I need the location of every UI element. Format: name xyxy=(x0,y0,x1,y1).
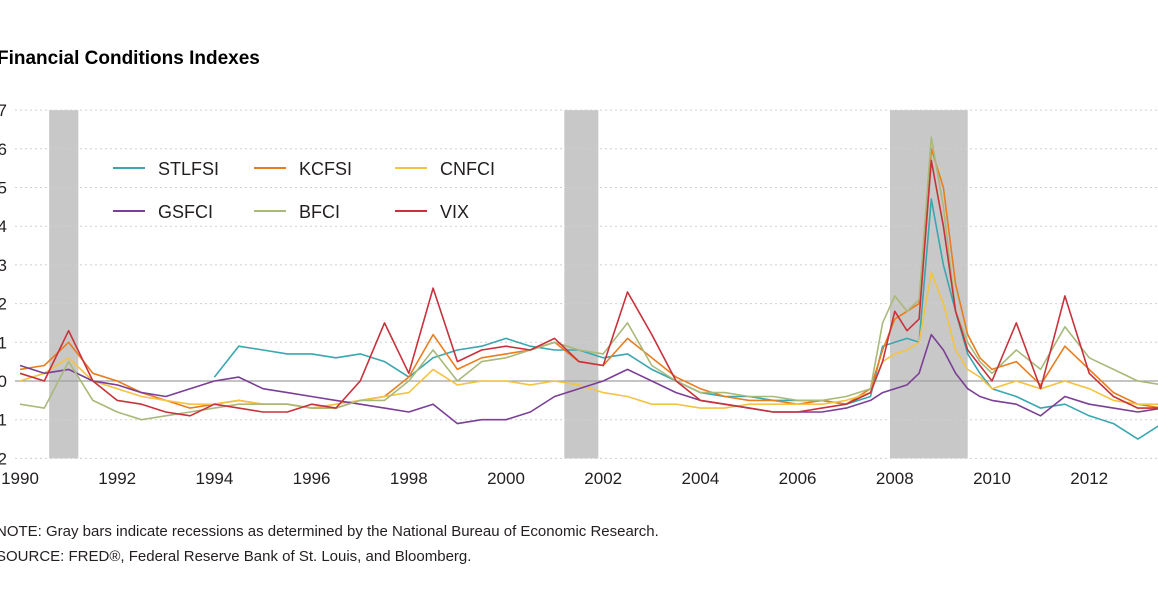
x-tick-label: 1996 xyxy=(293,469,331,488)
y-tick-label: -2 xyxy=(0,449,7,468)
legend-label: STLFSI xyxy=(158,159,219,179)
y-tick-label: 5 xyxy=(0,179,7,198)
gridlines xyxy=(15,109,1158,459)
x-tick-label: 2004 xyxy=(681,469,719,488)
y-tick-label: 2 xyxy=(0,295,7,314)
y-tick-label: 4 xyxy=(0,217,7,236)
x-tick-label: 2002 xyxy=(584,469,622,488)
recession-bars xyxy=(49,110,968,459)
y-tick-label: 7 xyxy=(0,101,7,120)
recession-bar xyxy=(49,110,79,459)
x-tick-label: 1990 xyxy=(1,469,39,488)
x-tick-label: 2006 xyxy=(779,469,817,488)
y-axis-ticks: 7 6 5 4 3 2 1 0 -1 -2 xyxy=(0,101,7,468)
y-tick-label: 3 xyxy=(0,256,7,275)
x-axis-ticks: 1990 1992 1994 1996 1998 2000 2002 2004 2006 2008… xyxy=(1,469,1108,488)
legend-label: CNFCI xyxy=(440,159,495,179)
legend-label: KCFSI xyxy=(299,159,352,179)
x-tick-label: 1994 xyxy=(195,469,233,488)
x-tick-label: 2012 xyxy=(1070,469,1108,488)
y-tick-label: 1 xyxy=(0,333,7,352)
y-tick-label: 0 xyxy=(0,372,7,391)
series-line-bfci xyxy=(19,136,1158,421)
recession-note: NOTE: Gray bars indicate recessions as d… xyxy=(0,523,659,540)
legend: STLFSI KCFSI CNFCI GSFCI BFCI VIX xyxy=(113,159,495,222)
series-lines xyxy=(19,136,1158,440)
source-note: SOURCE: FRED®, Federal Reserve Bank of S… xyxy=(0,548,472,565)
legend-label: GSFCI xyxy=(158,202,213,222)
x-tick-label: 1992 xyxy=(98,469,136,488)
x-tick-label: 1998 xyxy=(390,469,428,488)
chart-title: Financial Conditions Indexes xyxy=(0,48,260,69)
y-tick-label: -1 xyxy=(0,411,7,430)
legend-label: VIX xyxy=(440,202,469,222)
legend-label: BFCI xyxy=(299,202,340,222)
series-line-gsfci xyxy=(19,333,1158,425)
x-tick-label: 2008 xyxy=(876,469,914,488)
series-line-cnfci xyxy=(19,271,1158,409)
series-line-vix xyxy=(19,159,1158,417)
recession-bar xyxy=(564,110,599,459)
y-tick-label: 6 xyxy=(0,140,7,159)
x-tick-label: 2010 xyxy=(973,469,1011,488)
x-tick-label: 2000 xyxy=(487,469,525,488)
